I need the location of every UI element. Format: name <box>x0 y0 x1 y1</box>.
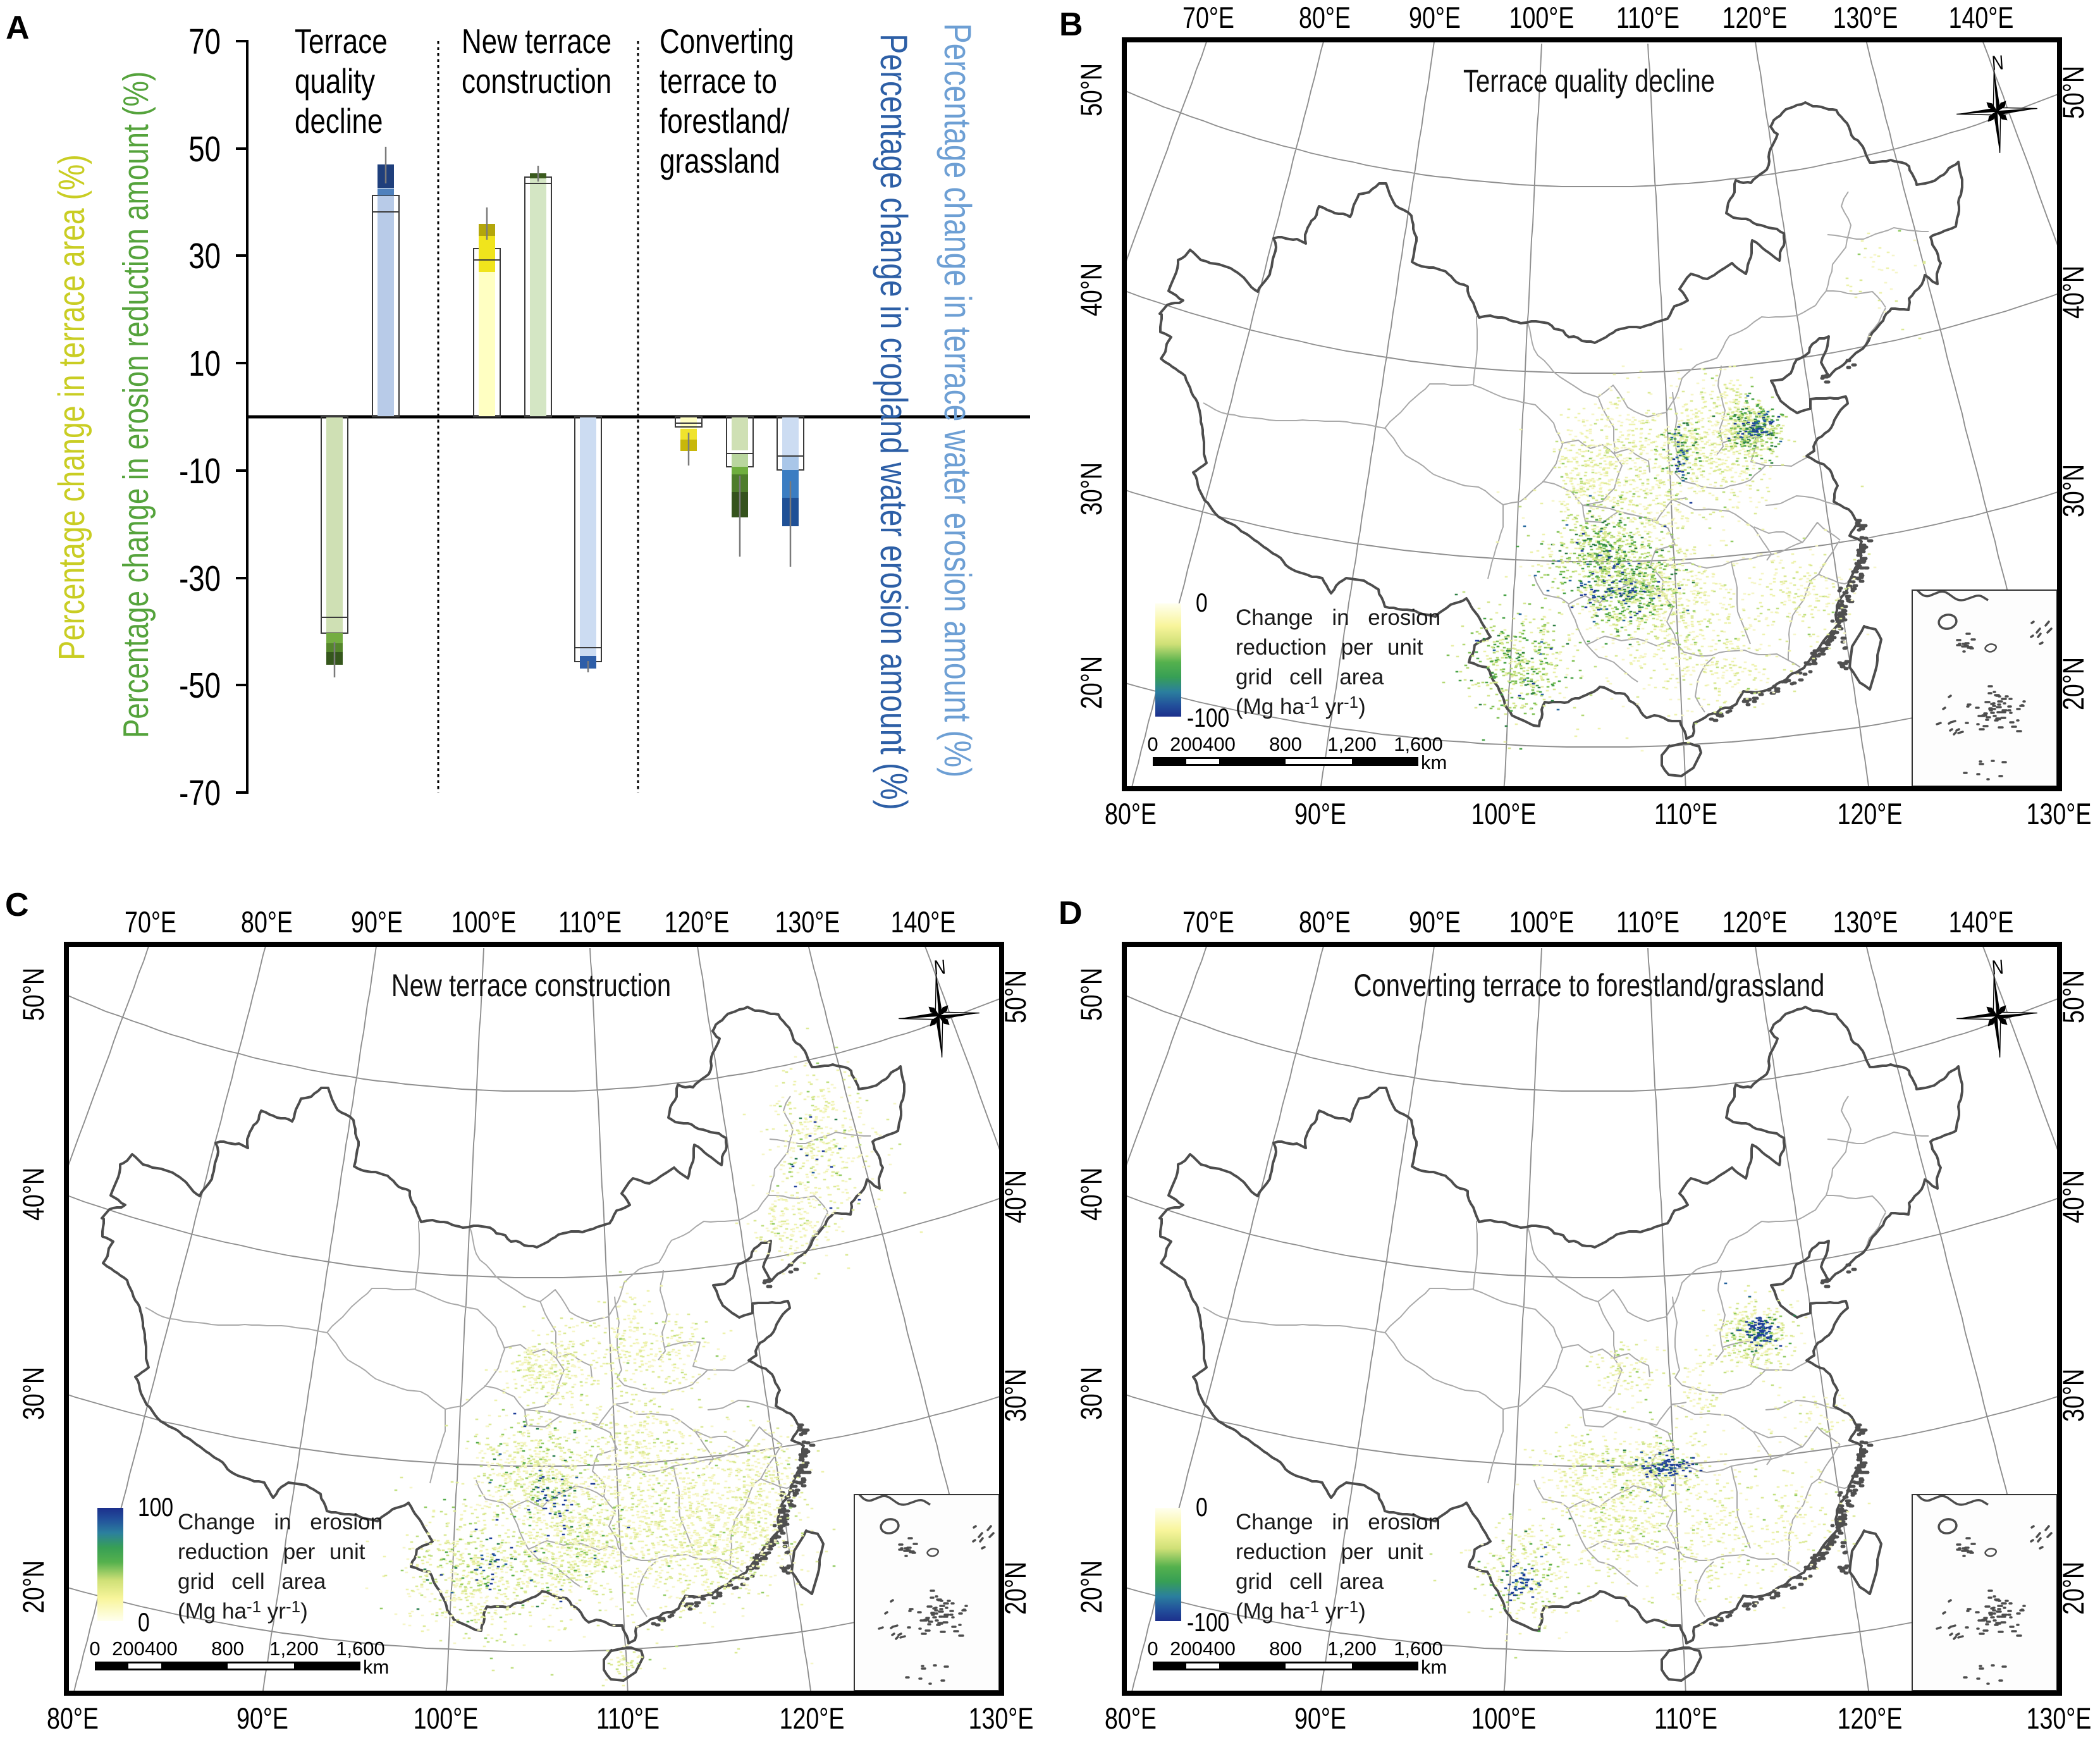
svg-text:Change in erosion: Change in erosion <box>1236 1510 1440 1534</box>
svg-text:Converting terrace to forestla: Converting terrace to forestland/grassla… <box>1354 968 1825 1003</box>
svg-text:-50: -50 <box>179 665 221 705</box>
svg-text:-100: -100 <box>1187 704 1229 733</box>
svg-text:Change in erosion: Change in erosion <box>178 1510 383 1534</box>
svg-text:B: B <box>1059 6 1083 43</box>
svg-text:Percentage change in terrace w: Percentage change in terrace water erosi… <box>936 23 979 778</box>
svg-text:New terrace construction: New terrace construction <box>391 968 671 1003</box>
svg-text:grid cell area: grid cell area <box>1236 1569 1384 1594</box>
svg-text:grid cell area: grid cell area <box>1236 665 1384 689</box>
svg-text:-70: -70 <box>179 772 221 813</box>
svg-text:Percentage change in erosion r: Percentage change in erosion reduction a… <box>115 71 156 738</box>
svg-text:Converting: Converting <box>660 22 794 61</box>
svg-text:Percentage change in terrace a: Percentage change in terrace area (%) <box>51 154 92 660</box>
svg-text:0: 0 <box>138 1608 150 1638</box>
svg-text:grassland: grassland <box>660 141 780 180</box>
svg-text:New terrace: New terrace <box>462 22 611 61</box>
svg-text:reduction per unit: reduction per unit <box>1236 1539 1423 1564</box>
svg-text:reduction per unit: reduction per unit <box>1236 635 1423 660</box>
svg-text:0: 0 <box>1196 1493 1208 1522</box>
svg-text:-100: -100 <box>1187 1608 1229 1638</box>
svg-text:70: 70 <box>188 21 221 61</box>
svg-text:decline: decline <box>295 101 383 140</box>
svg-text:terrace to: terrace to <box>660 61 777 101</box>
svg-text:reduction per unit: reduction per unit <box>178 1539 365 1564</box>
svg-text:Percentage change in cropland: Percentage change in cropland water eros… <box>873 34 915 810</box>
svg-text:-30: -30 <box>179 558 221 598</box>
svg-text:Terrace: Terrace <box>295 22 388 61</box>
svg-text:0: 0 <box>1196 589 1208 618</box>
svg-text:Terrace quality decline: Terrace quality decline <box>1463 63 1715 99</box>
svg-text:50: 50 <box>188 128 221 169</box>
svg-text:100: 100 <box>138 1493 173 1522</box>
svg-text:quality: quality <box>295 61 375 101</box>
svg-text:C: C <box>5 887 29 923</box>
svg-text:D: D <box>1059 895 1083 932</box>
svg-text:forestland/: forestland/ <box>660 101 790 140</box>
svg-text:-10: -10 <box>179 450 221 491</box>
svg-text:10: 10 <box>188 343 221 383</box>
svg-text:grid cell area: grid cell area <box>178 1569 326 1594</box>
svg-text:A: A <box>6 9 30 46</box>
svg-text:(Mg ha-1 yr-1): (Mg ha-1 yr-1) <box>1236 693 1366 719</box>
svg-text:Change in erosion: Change in erosion <box>1236 605 1440 630</box>
svg-text:construction: construction <box>462 61 611 101</box>
svg-text:30: 30 <box>188 235 221 276</box>
